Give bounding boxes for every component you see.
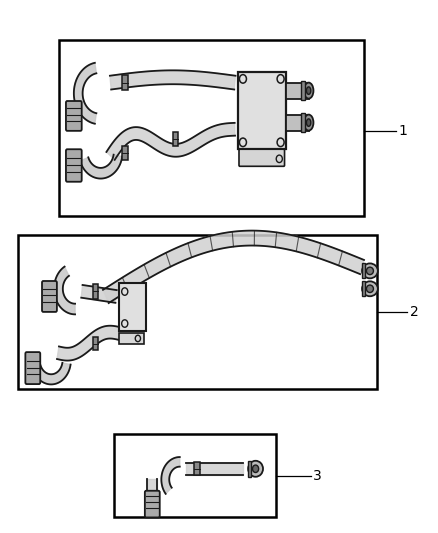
Bar — [122, 146, 127, 160]
Bar — [59, 40, 364, 216]
Ellipse shape — [248, 461, 263, 477]
FancyBboxPatch shape — [25, 352, 40, 384]
Polygon shape — [186, 463, 244, 474]
Ellipse shape — [362, 263, 378, 278]
Polygon shape — [148, 480, 157, 502]
Polygon shape — [74, 63, 96, 124]
Polygon shape — [81, 285, 117, 303]
Polygon shape — [80, 155, 122, 179]
Ellipse shape — [304, 115, 314, 131]
Bar — [248, 461, 251, 477]
Bar — [93, 337, 98, 351]
FancyBboxPatch shape — [66, 101, 82, 131]
Text: 1: 1 — [399, 124, 407, 138]
Bar — [238, 72, 286, 149]
Bar — [173, 132, 178, 146]
Bar — [122, 75, 128, 90]
Bar — [120, 283, 146, 331]
Polygon shape — [54, 266, 75, 314]
Ellipse shape — [367, 267, 374, 274]
FancyBboxPatch shape — [66, 149, 82, 182]
FancyBboxPatch shape — [145, 491, 160, 518]
Polygon shape — [110, 70, 236, 90]
Ellipse shape — [307, 87, 311, 94]
Ellipse shape — [304, 83, 314, 99]
Text: 2: 2 — [410, 305, 418, 319]
Bar — [362, 263, 365, 278]
Ellipse shape — [253, 465, 259, 472]
Bar — [93, 284, 99, 298]
Bar — [362, 281, 365, 296]
Polygon shape — [103, 231, 364, 303]
FancyBboxPatch shape — [239, 149, 285, 166]
Bar — [286, 115, 309, 131]
Polygon shape — [106, 123, 235, 160]
Polygon shape — [161, 457, 180, 494]
Bar — [301, 113, 305, 132]
Ellipse shape — [307, 119, 311, 126]
Polygon shape — [57, 326, 120, 360]
Ellipse shape — [367, 285, 374, 293]
Bar — [120, 333, 144, 344]
FancyBboxPatch shape — [42, 281, 57, 312]
Bar — [301, 81, 305, 100]
Bar — [114, 434, 276, 517]
Bar — [194, 462, 200, 475]
Ellipse shape — [362, 281, 378, 296]
Text: 3: 3 — [313, 469, 322, 483]
Bar — [286, 83, 309, 99]
Bar — [18, 235, 377, 389]
Polygon shape — [33, 363, 71, 384]
